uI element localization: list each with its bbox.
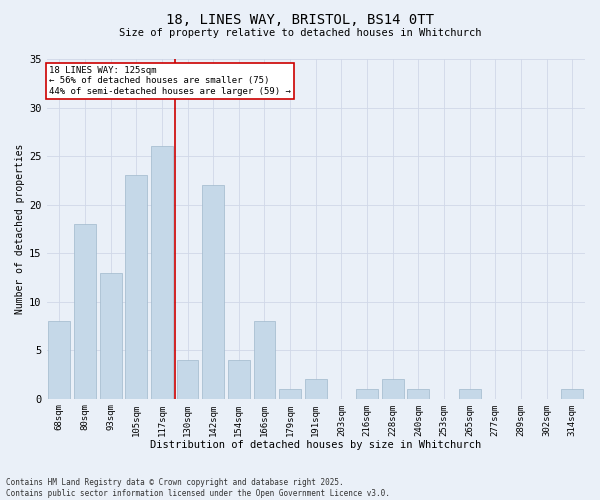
Bar [356,389,378,398]
Bar [74,224,96,398]
Bar [176,360,199,399]
Bar [382,380,404,398]
Y-axis label: Number of detached properties: Number of detached properties [15,144,25,314]
Bar [125,176,147,398]
Text: Contains HM Land Registry data © Crown copyright and database right 2025.
Contai: Contains HM Land Registry data © Crown c… [6,478,390,498]
Text: Size of property relative to detached houses in Whitchurch: Size of property relative to detached ho… [119,28,481,38]
Bar [100,272,122,398]
X-axis label: Distribution of detached houses by size in Whitchurch: Distribution of detached houses by size … [150,440,481,450]
Text: 18, LINES WAY, BRISTOL, BS14 0TT: 18, LINES WAY, BRISTOL, BS14 0TT [166,12,434,26]
Bar [151,146,173,398]
Bar [254,321,275,398]
Bar [459,389,481,398]
Bar [279,389,301,398]
Bar [49,321,70,398]
Bar [407,389,429,398]
Bar [305,380,326,398]
Bar [561,389,583,398]
Text: 18 LINES WAY: 125sqm
← 56% of detached houses are smaller (75)
44% of semi-detac: 18 LINES WAY: 125sqm ← 56% of detached h… [49,66,291,96]
Bar [202,185,224,398]
Bar [228,360,250,399]
